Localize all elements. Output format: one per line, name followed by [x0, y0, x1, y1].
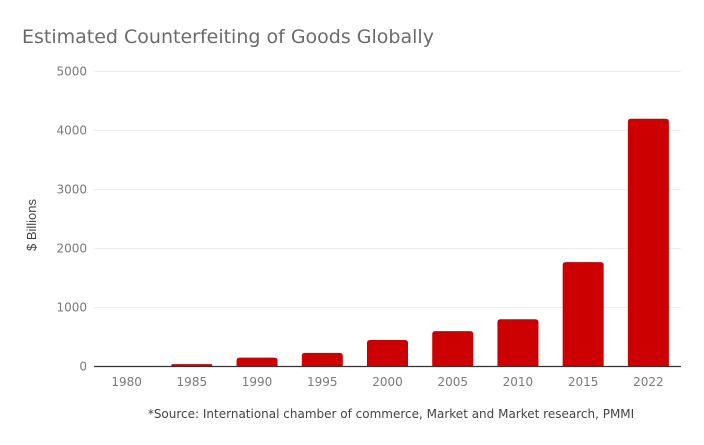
x-tick-label: 2022: [633, 375, 664, 389]
x-tick-label: 2010: [503, 375, 534, 389]
x-tick-label: 1995: [307, 375, 338, 389]
bar-2000: [367, 339, 408, 367]
y-axis-ticks: 0 1000 2000 3000 4000 5000: [56, 65, 87, 374]
x-tick-label: 2015: [568, 375, 599, 389]
y-tick-label: 0: [79, 360, 87, 374]
y-tick-label: 5000: [56, 65, 87, 79]
bar-1990: [236, 357, 278, 367]
y-tick-label: 2000: [56, 242, 87, 256]
bar-2010: [497, 319, 539, 367]
y-tick-label: 3000: [56, 183, 87, 197]
x-tick-label: 2005: [437, 375, 468, 389]
x-tick-label: 2000: [372, 375, 403, 389]
bar-2005: [432, 331, 474, 367]
y-tick-label: 1000: [56, 301, 87, 315]
x-tick-label: 1985: [177, 375, 208, 389]
y-tick-label: 4000: [56, 124, 87, 138]
x-tick-label: 1980: [111, 375, 142, 389]
source-annotation: *Source: International chamber of commer…: [148, 407, 634, 421]
bars: [171, 118, 669, 367]
y-axis-label: $ Billions: [24, 198, 39, 251]
x-axis-ticks: 1980 1985 1990 1995 2000 2005 2010 2015 2022: [111, 375, 663, 389]
x-tick-label: 1990: [242, 375, 273, 389]
bar-2022: [627, 118, 669, 367]
chart-title: Estimated Counterfeiting of Goods Global…: [22, 26, 434, 48]
bar-2015: [562, 262, 604, 367]
bar-1995: [301, 352, 343, 367]
